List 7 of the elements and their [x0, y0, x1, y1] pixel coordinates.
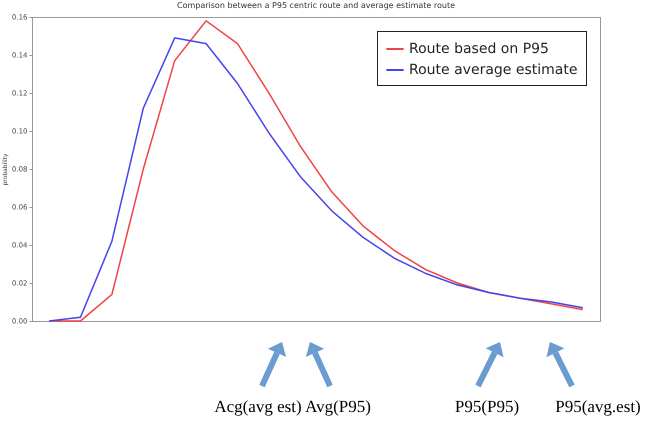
text: Acg(avg est) — [214, 397, 302, 416]
legend-label: Route average estimate — [409, 62, 578, 78]
text: Avg(P95) — [305, 397, 371, 416]
legend-label: Route based on P95 — [409, 41, 549, 57]
text: P95(avg.est) — [555, 397, 641, 416]
text: P95(P95) — [454, 397, 520, 416]
chart-title: Comparison between a P95 centric route and average estimate route — [177, 1, 456, 10]
